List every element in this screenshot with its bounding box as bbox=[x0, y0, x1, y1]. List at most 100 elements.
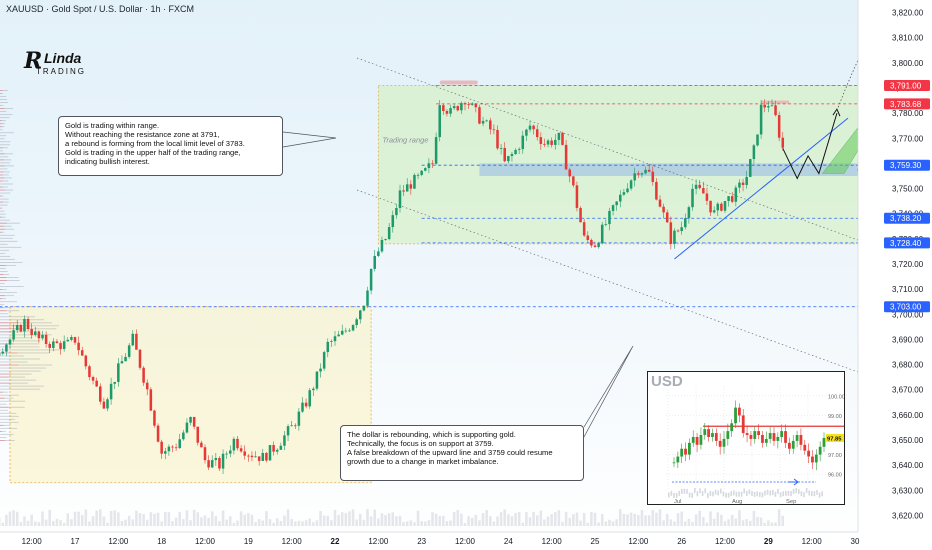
volume-profile-bar bbox=[0, 415, 19, 417]
volume-bar bbox=[637, 514, 640, 526]
volume-bar bbox=[77, 511, 80, 526]
volume-bar bbox=[1, 522, 5, 526]
volume-profile-bar bbox=[0, 207, 3, 209]
volume-profile-bar bbox=[0, 213, 6, 215]
candle-body bbox=[171, 446, 174, 448]
volume-profile-bar bbox=[0, 147, 8, 149]
candle-body bbox=[145, 382, 149, 390]
volume-bar bbox=[164, 512, 167, 526]
x-tick-label: 12:00 bbox=[368, 537, 389, 546]
candle-body bbox=[218, 458, 221, 469]
channel-lower-line bbox=[356, 189, 859, 373]
inset-volume-bar bbox=[722, 491, 725, 497]
volume-profile-bar bbox=[0, 93, 2, 94]
volume-bar bbox=[528, 517, 532, 526]
inset-volume-bar bbox=[777, 488, 779, 494]
candle-body bbox=[117, 363, 120, 382]
candle-body bbox=[452, 106, 456, 109]
inset-volume-bar bbox=[798, 488, 800, 494]
volume-profile-bar bbox=[0, 286, 24, 288]
candle-body bbox=[673, 230, 676, 244]
volume-profile-bar bbox=[0, 304, 5, 306]
volume-bar bbox=[734, 518, 738, 526]
volume-bar bbox=[554, 512, 557, 526]
volume-bar bbox=[391, 512, 395, 526]
candle-body bbox=[405, 184, 409, 192]
x-tick-label: 12:00 bbox=[628, 537, 649, 546]
volume-bar bbox=[427, 520, 431, 526]
volume-bar bbox=[774, 522, 777, 526]
volume-bar bbox=[225, 519, 228, 526]
candle-body bbox=[535, 129, 539, 138]
volume-profile-bar bbox=[0, 222, 7, 224]
candle-body bbox=[77, 342, 80, 351]
inset-candle-body bbox=[714, 433, 718, 441]
volume-bar bbox=[37, 522, 41, 526]
volume-profile-bar bbox=[0, 388, 40, 390]
volume-profile-bar bbox=[0, 237, 13, 239]
candle-body bbox=[160, 441, 163, 454]
volume-bar bbox=[543, 519, 546, 526]
volume-bar bbox=[30, 514, 33, 526]
volume-profile-bar bbox=[0, 171, 10, 173]
volume-bars bbox=[0, 509, 785, 526]
y-tick-label: 3,820.00 bbox=[892, 9, 924, 18]
inset-candle-body bbox=[818, 446, 822, 455]
candle-body bbox=[474, 103, 478, 108]
inset-candle-body bbox=[676, 456, 680, 463]
candle-body bbox=[597, 243, 600, 247]
volume-bar bbox=[257, 519, 261, 526]
volume-bar bbox=[326, 515, 330, 526]
volume-bar bbox=[590, 511, 593, 526]
volume-profile-bar bbox=[0, 430, 6, 432]
volume-bar bbox=[73, 511, 77, 526]
candle-body bbox=[359, 310, 362, 320]
volume-profile-bar bbox=[0, 440, 15, 441]
volume-bar bbox=[474, 514, 478, 526]
inset-candle-body bbox=[795, 435, 799, 441]
volume-bar bbox=[254, 522, 257, 526]
inset-volume-bar bbox=[704, 488, 706, 494]
volume-profile-bar bbox=[0, 349, 61, 351]
candle-body bbox=[1, 351, 5, 354]
candle-body bbox=[189, 417, 192, 423]
volume-bar bbox=[88, 521, 91, 526]
volume-bar bbox=[727, 519, 730, 526]
volume-bar bbox=[243, 514, 246, 526]
y-tick-label: 3,630.00 bbox=[892, 486, 924, 495]
volume-profile-bar bbox=[0, 382, 29, 384]
candle-body bbox=[66, 339, 70, 342]
volume-bar bbox=[340, 512, 344, 526]
logo-mark: R bbox=[24, 48, 43, 74]
volume-bar bbox=[395, 516, 398, 526]
volume-profile-bar bbox=[0, 424, 11, 426]
inset-candle-body bbox=[737, 407, 741, 416]
volume-bar bbox=[275, 518, 279, 526]
candle-body bbox=[528, 125, 532, 130]
y-tick-label: 3,810.00 bbox=[892, 34, 924, 43]
volume-profile-bar bbox=[0, 207, 1, 209]
candle-body bbox=[402, 190, 405, 192]
volume-bar bbox=[156, 512, 160, 526]
y-tick-label: 3,620.00 bbox=[892, 511, 924, 520]
volume-bar bbox=[149, 512, 153, 526]
inset-candle-body bbox=[757, 431, 761, 436]
volume-profile-bar bbox=[0, 180, 9, 182]
volume-bar bbox=[586, 522, 590, 526]
candle-body bbox=[391, 215, 395, 228]
volume-profile-bar bbox=[0, 397, 14, 399]
volume-profile-bar bbox=[0, 222, 20, 224]
candle-body bbox=[763, 104, 766, 108]
volume-profile-bar bbox=[0, 120, 3, 122]
volume-profile-bar bbox=[0, 201, 4, 203]
candle-body bbox=[149, 389, 153, 411]
volume-bar bbox=[438, 516, 441, 526]
inset-candle-body bbox=[718, 440, 722, 447]
candle-body bbox=[301, 402, 304, 412]
candle-body bbox=[88, 366, 91, 378]
inset-candle-body bbox=[745, 433, 749, 436]
inset-x-label: Sep bbox=[786, 499, 796, 505]
candle-body bbox=[23, 319, 26, 332]
volume-bar bbox=[767, 520, 770, 526]
